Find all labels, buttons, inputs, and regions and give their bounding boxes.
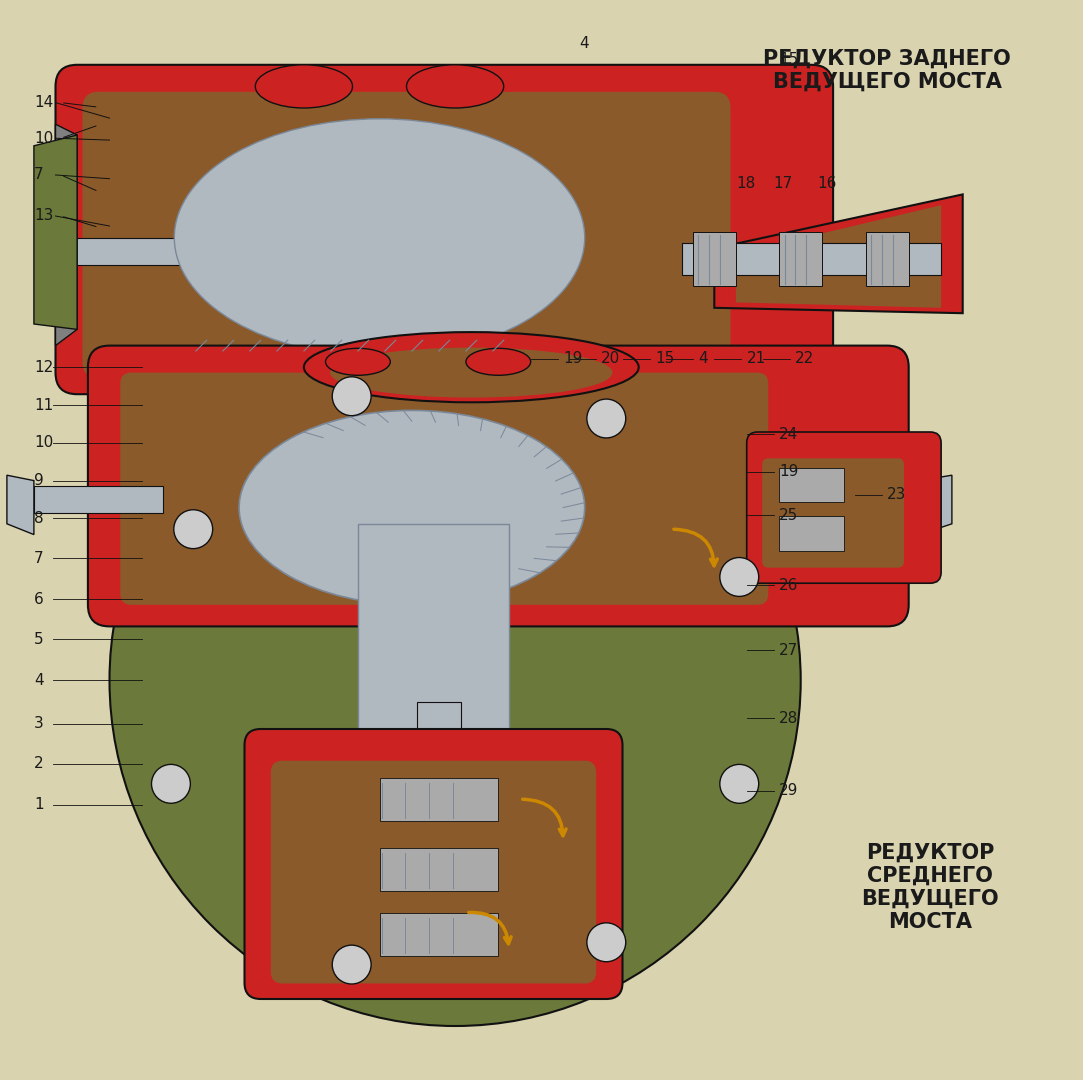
Text: 25: 25 [779,508,798,523]
Ellipse shape [304,332,639,402]
Text: 16: 16 [817,176,836,191]
Ellipse shape [326,348,390,375]
Text: 4: 4 [579,36,589,51]
FancyBboxPatch shape [55,65,833,394]
Circle shape [109,335,800,1026]
FancyBboxPatch shape [762,459,903,567]
FancyArrowPatch shape [523,799,566,836]
Circle shape [332,945,371,984]
Ellipse shape [406,65,504,108]
Bar [417,702,460,972]
Text: 13: 13 [34,208,53,224]
Text: РЕДУКТОР ЗАДНЕГО
ВЕДУЩЕГО МОСТА: РЕДУКТОР ЗАДНЕГО ВЕДУЩЕГО МОСТА [764,49,1010,92]
Text: 10: 10 [34,435,53,450]
Circle shape [152,765,191,804]
Polygon shape [55,124,77,346]
Text: 14: 14 [34,95,53,110]
Bar [779,232,822,286]
Text: 6: 6 [34,592,43,607]
Ellipse shape [256,65,352,108]
Polygon shape [736,205,941,308]
Text: 4: 4 [34,673,43,688]
Circle shape [587,922,626,961]
Text: РЕДУКТОР
СРЕДНЕГО
ВЕДУЩЕГО
МОСТА: РЕДУКТОР СРЕДНЕГО ВЕДУЩЕГО МОСТА [861,842,1000,932]
Polygon shape [6,475,34,535]
Text: 19: 19 [563,351,583,366]
Text: 20: 20 [601,351,621,366]
Bar [865,232,909,286]
Text: 21: 21 [746,351,766,366]
Ellipse shape [239,410,585,605]
Text: 8: 8 [34,511,43,526]
FancyBboxPatch shape [82,92,731,378]
Polygon shape [34,135,77,329]
Text: 12: 12 [34,360,53,375]
FancyBboxPatch shape [120,373,768,605]
Circle shape [720,765,759,804]
Ellipse shape [174,119,585,356]
Bar [379,848,498,891]
FancyBboxPatch shape [245,729,623,999]
Text: 7: 7 [34,551,43,566]
Text: 15: 15 [779,52,798,67]
Text: 1: 1 [34,797,43,812]
Bar [44,238,531,265]
Text: 5: 5 [34,632,43,647]
Bar [693,232,736,286]
Text: 27: 27 [779,643,798,658]
Text: 11: 11 [34,397,53,413]
Bar [379,913,498,956]
FancyBboxPatch shape [746,432,941,583]
Text: 22: 22 [795,351,814,366]
Circle shape [332,377,371,416]
FancyArrowPatch shape [469,913,511,944]
Text: 24: 24 [779,427,798,442]
Bar [682,243,941,275]
Bar [379,778,498,821]
Text: 26: 26 [779,578,798,593]
FancyBboxPatch shape [272,761,596,983]
Text: 9: 9 [34,473,43,488]
Text: 19: 19 [779,464,798,480]
Polygon shape [44,216,77,275]
FancyArrowPatch shape [674,529,717,566]
Text: 15: 15 [655,351,674,366]
Bar [357,524,509,761]
Text: 23: 23 [887,487,906,502]
Bar [790,494,919,521]
Text: 28: 28 [779,711,798,726]
Text: 10: 10 [34,131,53,146]
Circle shape [720,557,759,596]
Text: 18: 18 [736,176,755,191]
Bar [34,486,164,513]
Text: 2: 2 [34,756,43,771]
Polygon shape [715,194,963,313]
Ellipse shape [466,348,531,375]
Bar [779,468,844,502]
Text: 7: 7 [34,167,43,183]
Ellipse shape [331,348,612,397]
Text: 17: 17 [773,176,793,191]
Polygon shape [919,475,952,535]
Text: 29: 29 [779,783,798,798]
Circle shape [587,400,626,438]
FancyBboxPatch shape [88,346,909,626]
Text: 3: 3 [34,716,43,731]
Circle shape [173,510,212,549]
Text: 4: 4 [699,351,707,366]
Bar [779,516,844,551]
